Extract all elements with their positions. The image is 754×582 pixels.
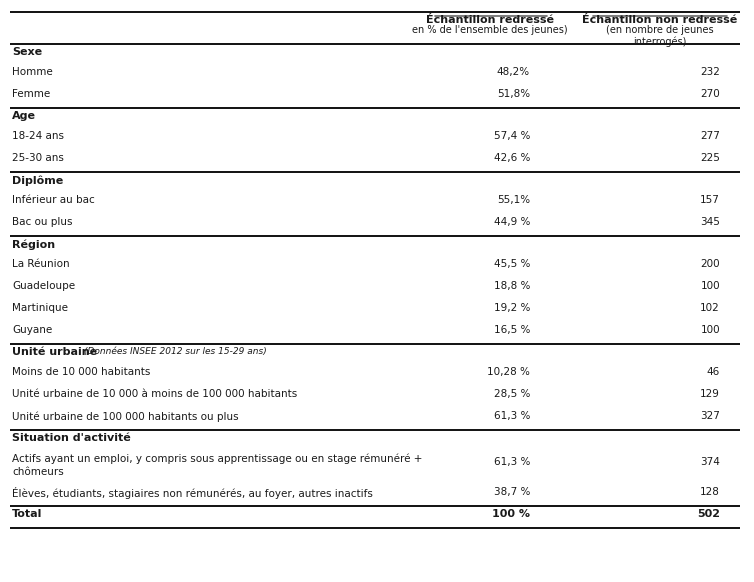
Text: Échantillon non redressé: Échantillon non redressé xyxy=(582,15,737,25)
Text: Région: Région xyxy=(12,239,55,250)
Text: 28,5 %: 28,5 % xyxy=(494,389,530,399)
Text: 19,2 %: 19,2 % xyxy=(494,303,530,313)
Text: 232: 232 xyxy=(700,67,720,77)
Text: Élèves, étudiants, stagiaires non rémunérés, au foyer, autres inactifs: Élèves, étudiants, stagiaires non rémuné… xyxy=(12,487,373,499)
Text: Sexe: Sexe xyxy=(12,47,42,57)
Text: Total: Total xyxy=(12,509,42,519)
Text: 57,4 %: 57,4 % xyxy=(494,131,530,141)
Text: 157: 157 xyxy=(700,195,720,205)
Text: Actifs ayant un emploi, y compris sous apprentissage ou en stage rémunéré +
chôm: Actifs ayant un emploi, y compris sous a… xyxy=(12,453,422,477)
Text: Bac ou plus: Bac ou plus xyxy=(12,217,72,227)
Text: 225: 225 xyxy=(700,153,720,163)
Text: Age: Age xyxy=(12,111,36,121)
Text: 374: 374 xyxy=(700,457,720,467)
Text: 42,6 %: 42,6 % xyxy=(494,153,530,163)
Text: Guyane: Guyane xyxy=(12,325,52,335)
Text: Unité urbaine de 100 000 habitants ou plus: Unité urbaine de 100 000 habitants ou pl… xyxy=(12,411,238,421)
Text: 25-30 ans: 25-30 ans xyxy=(12,153,64,163)
Text: 100: 100 xyxy=(700,281,720,291)
Text: 200: 200 xyxy=(700,259,720,269)
Text: (en nombre de jeunes
interrogés): (en nombre de jeunes interrogés) xyxy=(606,25,714,47)
Text: 277: 277 xyxy=(700,131,720,141)
Text: Unité urbaine de 10 000 à moins de 100 000 habitants: Unité urbaine de 10 000 à moins de 100 0… xyxy=(12,389,297,399)
Text: 61,3 %: 61,3 % xyxy=(494,457,530,467)
Text: 100 %: 100 % xyxy=(492,509,530,519)
Text: Inférieur au bac: Inférieur au bac xyxy=(12,195,95,205)
Text: Moins de 10 000 habitants: Moins de 10 000 habitants xyxy=(12,367,150,377)
Text: 129: 129 xyxy=(700,389,720,399)
Text: 48,2%: 48,2% xyxy=(497,67,530,77)
Text: 16,5 %: 16,5 % xyxy=(494,325,530,335)
Text: 18,8 %: 18,8 % xyxy=(494,281,530,291)
Text: 100: 100 xyxy=(700,325,720,335)
Text: Guadeloupe: Guadeloupe xyxy=(12,281,75,291)
Text: (Données INSEE 2012 sur les 15-29 ans): (Données INSEE 2012 sur les 15-29 ans) xyxy=(84,347,266,356)
Text: 327: 327 xyxy=(700,411,720,421)
Text: en % de l'ensemble des jeunes): en % de l'ensemble des jeunes) xyxy=(412,25,568,35)
Text: 502: 502 xyxy=(697,509,720,519)
Text: Unité urbaine: Unité urbaine xyxy=(12,347,97,357)
Text: 38,7 %: 38,7 % xyxy=(494,487,530,497)
Text: 128: 128 xyxy=(700,487,720,497)
Text: Échantillon redressé: Échantillon redressé xyxy=(426,15,554,25)
Text: Diplôme: Diplôme xyxy=(12,175,63,186)
Text: Situation d'activité: Situation d'activité xyxy=(12,433,130,443)
Text: Martinique: Martinique xyxy=(12,303,68,313)
Text: 45,5 %: 45,5 % xyxy=(494,259,530,269)
Text: 102: 102 xyxy=(700,303,720,313)
Text: La Réunion: La Réunion xyxy=(12,259,69,269)
Text: Femme: Femme xyxy=(12,89,51,99)
Text: 51,8%: 51,8% xyxy=(497,89,530,99)
Text: 18-24 ans: 18-24 ans xyxy=(12,131,64,141)
Text: 270: 270 xyxy=(700,89,720,99)
Text: 46: 46 xyxy=(706,367,720,377)
Text: 44,9 %: 44,9 % xyxy=(494,217,530,227)
Text: 61,3 %: 61,3 % xyxy=(494,411,530,421)
Text: 10,28 %: 10,28 % xyxy=(487,367,530,377)
Text: Homme: Homme xyxy=(12,67,53,77)
Text: 55,1%: 55,1% xyxy=(497,195,530,205)
Text: 345: 345 xyxy=(700,217,720,227)
